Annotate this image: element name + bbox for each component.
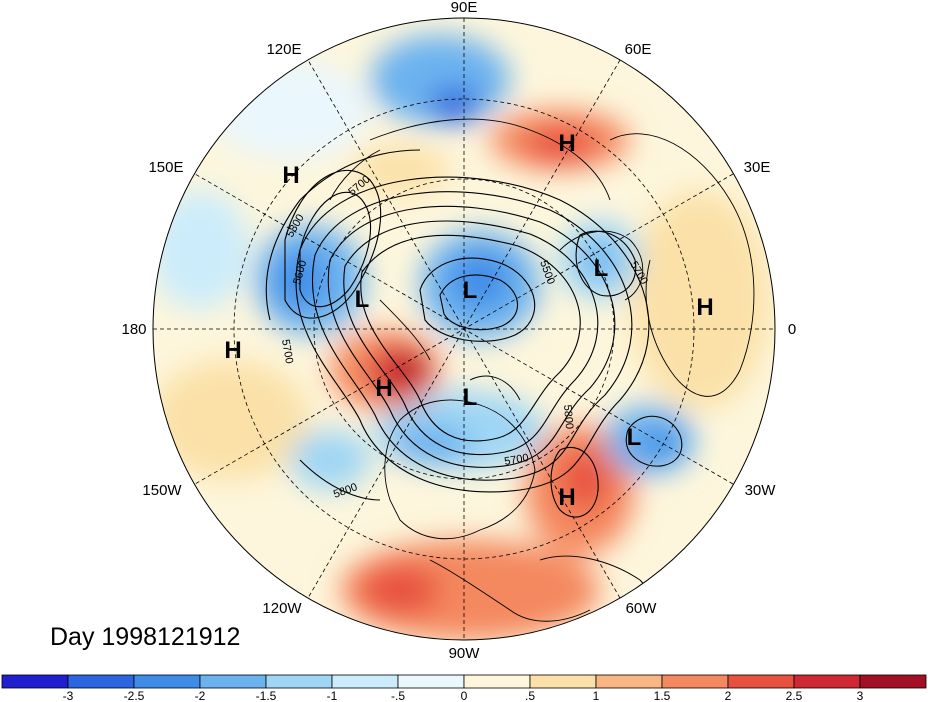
- colorbar-swatch: [529, 674, 597, 689]
- high-atlantic: H: [558, 484, 575, 511]
- colorbar-swatch: [199, 674, 267, 689]
- high-pacific: H: [224, 337, 241, 364]
- lon-120w: 120W: [262, 600, 302, 617]
- lon-0: 0: [788, 321, 796, 338]
- low-pole: L: [463, 277, 478, 304]
- colorbar-swatch: [265, 674, 333, 689]
- lon-30e: 30E: [744, 159, 771, 176]
- colorbar-swatch: [463, 674, 531, 689]
- lon-120e: 120E: [266, 41, 301, 58]
- colorbar-swatch: [595, 674, 663, 689]
- lon-30w: 30W: [745, 482, 777, 499]
- high-africa: H: [696, 294, 713, 321]
- lon-60e: 60E: [625, 41, 652, 58]
- pressure-centers: H H H H H H L L L L L: [224, 130, 713, 511]
- contour-label-5800-b: 5800: [561, 404, 575, 429]
- colorbar-swatch: [397, 674, 465, 689]
- graticule: [153, 18, 775, 640]
- colorbar-tick-label: 0: [461, 689, 468, 702]
- colorbar-tick-label: -2.5: [124, 689, 145, 702]
- contour-label-5700-b: 5700: [279, 338, 295, 364]
- low-canada: L: [463, 384, 478, 411]
- colorbar-swatch: [133, 674, 201, 689]
- colorbar-tick-label: -1: [327, 689, 338, 702]
- colorbar-swatch: [661, 674, 729, 689]
- colorbar-tick-label: -2: [195, 689, 206, 702]
- colorbar-swatch: [67, 674, 135, 689]
- lon-90e: 90E: [451, 0, 478, 16]
- lon-60w: 60W: [626, 600, 658, 617]
- colorbar-tick-label: 3: [857, 689, 864, 702]
- high-alaska: H: [375, 375, 392, 402]
- high-siberia: H: [558, 130, 575, 157]
- lon-150e: 150E: [148, 159, 183, 176]
- contour-label-5700-d: 5700: [503, 452, 529, 468]
- colorbar-tick-label: 2: [725, 689, 732, 702]
- longitude-labels: 90E 60E 30E 0 30W 60W 90W 120W 150W 180 …: [121, 0, 796, 662]
- colorbar-tick-label: -.5: [391, 689, 405, 702]
- colorbar-tick-label: 1: [593, 689, 600, 702]
- map-title: Day 1998121912: [50, 623, 240, 651]
- colorbar-swatch: [727, 674, 795, 689]
- low-atlantic: L: [627, 424, 642, 451]
- lon-150w: 150W: [142, 482, 182, 499]
- colorbar-tick-label: .5: [525, 689, 535, 702]
- colorbar-swatch: [331, 674, 399, 689]
- colorbar: -3 -2.5 -2 -1.5 -1 -.5 0 .5 1 1.5 2 2.5 3: [1, 674, 927, 702]
- lon-180: 180: [121, 321, 146, 338]
- colorbar-tick-label: -1.5: [256, 689, 277, 702]
- map-border: [152, 17, 776, 641]
- low-europe: L: [594, 255, 609, 282]
- colorbar-tick-label: 1.5: [654, 689, 671, 702]
- colorbar-tick-label: -3: [63, 689, 74, 702]
- colorbar-swatch: [859, 674, 927, 689]
- high-kamchatka: H: [282, 162, 299, 189]
- height-contours: [265, 149, 683, 518]
- coastlines: [329, 118, 755, 640]
- low-bering: L: [355, 286, 370, 313]
- lon-90w: 90W: [449, 645, 481, 662]
- colorbar-tick-label: 2.5: [786, 689, 803, 702]
- colorbar-swatch: [1, 674, 69, 689]
- colorbar-swatch: [793, 674, 861, 689]
